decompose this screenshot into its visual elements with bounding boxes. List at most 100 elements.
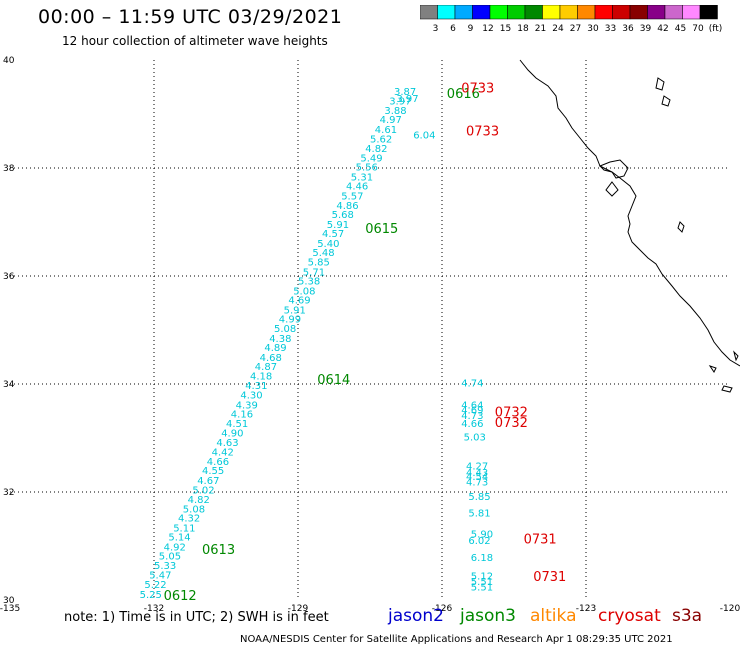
swh-value-label: 5.62 — [370, 135, 392, 146]
swh-value-label: 5.85 — [308, 258, 330, 269]
swh-value-label: 5.33 — [154, 561, 176, 572]
scale-swatch — [507, 5, 526, 20]
swh-value-label: 4.82 — [188, 495, 210, 506]
pass-time-label: 0731 — [533, 570, 566, 585]
swh-value-label: 5.12 — [471, 571, 493, 582]
lon-tick-label: -120 — [720, 604, 740, 614]
legend-s3a: s3a — [672, 606, 703, 626]
scale-swatch — [664, 5, 683, 20]
swh-value-label: 5.08 — [293, 286, 315, 297]
swh-value-label: 6.04 — [413, 130, 435, 141]
swh-value-label: 5.49 — [360, 154, 382, 165]
scale-tick-label: 45 — [675, 24, 686, 34]
swh-value-label: 4.43 — [466, 468, 488, 479]
swh-value-label: 5.57 — [341, 191, 363, 202]
swh-value-label: 5.25 — [140, 590, 162, 601]
pass-time-label: 0614 — [317, 373, 350, 388]
page-subtitle: 12 hour collection of altimeter wave hei… — [62, 34, 328, 48]
swh-value-label: 6.18 — [471, 553, 493, 564]
swh-value-label: 4.97 — [380, 115, 402, 126]
lat-tick-label: 40 — [3, 56, 15, 66]
scale-swatch — [647, 5, 666, 20]
swh-value-label: 5.71 — [303, 267, 325, 278]
scale-swatch — [524, 5, 543, 20]
pass-time-label: 0612 — [164, 589, 197, 604]
swh-value-label: 4.31 — [245, 381, 267, 392]
swh-value-label: 5.51 — [471, 577, 493, 588]
scale-tick-label: 24 — [552, 24, 564, 34]
scale-swatch — [489, 5, 508, 20]
swh-value-label: 4.82 — [365, 144, 387, 155]
credit-text: NOAA/NESDIS Center for Satellite Applica… — [240, 634, 673, 645]
swh-value-label: 4.89 — [264, 343, 286, 354]
swh-value-label: 4.63 — [216, 438, 238, 449]
scale-swatch — [612, 5, 631, 20]
swh-value-label: 4.92 — [164, 542, 186, 553]
channel-islands — [708, 350, 739, 393]
swh-value-label: 4.87 — [255, 362, 277, 373]
swh-value-label: 4.61 — [375, 125, 397, 136]
lon-tick-label: -135 — [0, 604, 20, 614]
swh-value-label: 5.85 — [468, 492, 490, 503]
swh-value-label: 5.31 — [351, 172, 373, 183]
scale-tick-label: 21 — [535, 24, 546, 34]
swh-value-label: 5.56 — [356, 163, 378, 174]
scale-swatch — [682, 5, 701, 20]
swh-value-label: 4.16 — [231, 409, 253, 420]
scale-tick-label: 39 — [640, 24, 652, 34]
inland-lakes — [655, 77, 685, 233]
pass-time-label: 0732 — [495, 405, 528, 420]
swh-value-label: 4.66 — [207, 457, 229, 468]
swh-value-label: 4.55 — [202, 466, 224, 477]
swh-value-label: 5.11 — [173, 523, 195, 534]
swh-value-label: 4.51 — [226, 419, 248, 430]
coastline — [519, 59, 740, 393]
lat-tick-label: 32 — [3, 488, 14, 498]
swh-value-label: 3.88 — [384, 106, 406, 117]
legend-jason2: jason2 — [388, 606, 444, 626]
swh-value-label: 3.87 — [394, 87, 416, 98]
swh-value-label: 4.27 — [466, 461, 488, 472]
scale-tick-label: (ft) — [709, 24, 723, 34]
swh-value-label: 4.18 — [250, 372, 272, 383]
lon-tick-label: -126 — [432, 604, 453, 614]
swh-value-label: 4.69 — [461, 406, 483, 417]
scale-swatch — [577, 5, 596, 20]
legend-cryosat: cryosat — [598, 606, 661, 626]
swh-value-label: 3.97 — [389, 96, 411, 107]
pass-time-label: 0732 — [495, 416, 528, 431]
scale-tick-label: 12 — [482, 24, 493, 34]
swh-value-label: 5.38 — [298, 277, 320, 288]
swh-value-label: 5.03 — [464, 433, 486, 444]
swh-value-label: 4.30 — [240, 391, 262, 402]
legend-altika: altika — [530, 606, 577, 626]
swh-value-label: 4.42 — [212, 447, 234, 458]
lon-tick-label: -129 — [288, 604, 309, 614]
swh-points: 5.255.225.475.335.054.925.145.114.325.08… — [140, 87, 493, 601]
swh-value-label: 4.68 — [260, 353, 282, 364]
lat-tick-label: 34 — [3, 380, 15, 390]
swh-value-label: 4.64 — [461, 400, 483, 411]
swh-value-label: 5.48 — [312, 248, 334, 259]
scale-swatch — [542, 5, 561, 20]
pass-time-label: 0613 — [202, 543, 235, 558]
scale-tick-label: 3 — [433, 24, 439, 34]
swh-value-label: 4.73 — [461, 411, 483, 422]
california-coastline — [519, 59, 740, 367]
swh-value-label: 5.90 — [471, 529, 493, 540]
pass-time-label: 0733 — [466, 125, 499, 140]
lat-tick-label: 36 — [3, 272, 15, 282]
scale-tick-label: 70 — [692, 24, 704, 34]
swh-value-label: 5.91 — [327, 220, 349, 231]
scale-swatch — [472, 5, 491, 20]
scale-tick-label: 6 — [450, 24, 456, 34]
pass-time-label: 0731 — [524, 532, 557, 547]
swh-value-label: 4.38 — [269, 334, 291, 345]
lat-lon-grid — [10, 60, 730, 600]
swh-value-label: 4.46 — [346, 182, 368, 193]
swh-value-label: 6.02 — [468, 536, 490, 547]
sf-bay — [598, 159, 629, 197]
scale-swatch — [420, 5, 438, 20]
swh-value-label: 4.39 — [236, 400, 258, 411]
